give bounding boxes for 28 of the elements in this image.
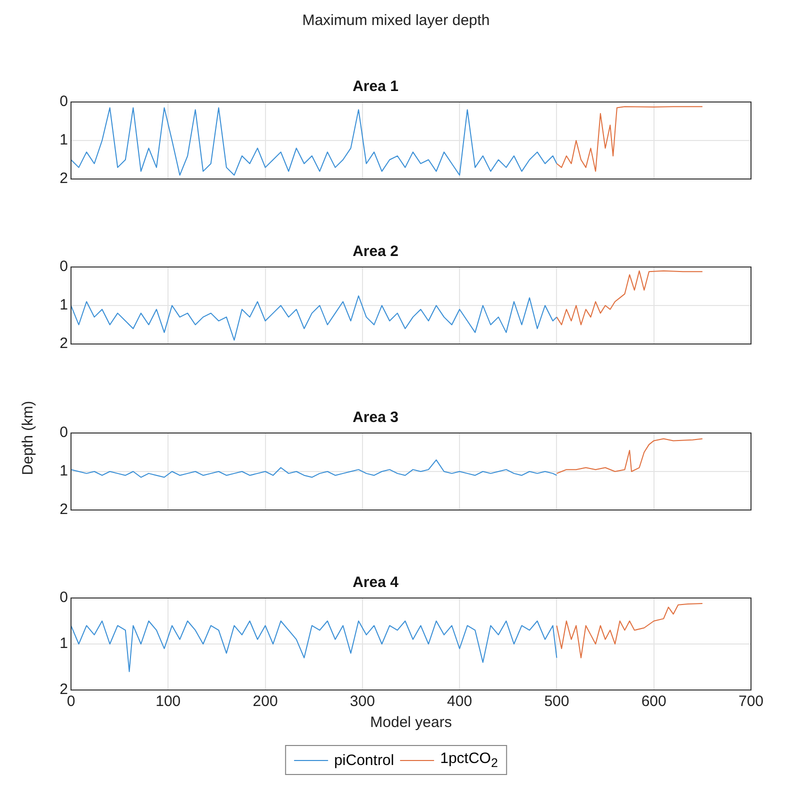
legend-label: piControl <box>334 752 394 768</box>
x-tick-label: 400 <box>447 693 472 710</box>
x-tick-label: 500 <box>544 693 570 710</box>
x-axis-title: Model years <box>370 714 452 732</box>
y-tick-label: 0 <box>60 424 68 442</box>
chart-title: Area 4 <box>352 574 400 592</box>
y-axis-title: Depth (km) <box>20 400 36 476</box>
x-tick-label: 200 <box>252 693 278 710</box>
y-tick-label: 2 <box>60 501 68 518</box>
y-tick-label: 1 <box>60 462 68 480</box>
y-tick-label: 2 <box>60 335 68 352</box>
x-tick-label: 300 <box>350 693 375 710</box>
text: Maximum mixed layer depth <box>301 12 491 29</box>
y-tick-label: 0 <box>60 258 68 276</box>
x-tick-label: 100 <box>156 693 181 710</box>
y-tick-label: 0 <box>60 589 68 606</box>
x-tick-label: 700 <box>738 693 764 710</box>
chart-title: Area 2 <box>352 243 398 260</box>
y-tick-label: 2 <box>60 681 68 698</box>
chart-title: Area 1 <box>352 78 398 96</box>
x-tick-label: 600 <box>641 693 666 710</box>
chart-title: Area 3 <box>352 409 398 426</box>
y-tick-label: 1 <box>60 132 68 149</box>
y-tick-label: 1 <box>60 635 68 652</box>
y-tick-label: 1 <box>60 296 68 314</box>
y-tick-label: 0 <box>60 93 68 110</box>
legend-label: 1pctCO$_{2}$ <box>440 750 498 770</box>
y-tick-label: 2 <box>60 170 68 188</box>
